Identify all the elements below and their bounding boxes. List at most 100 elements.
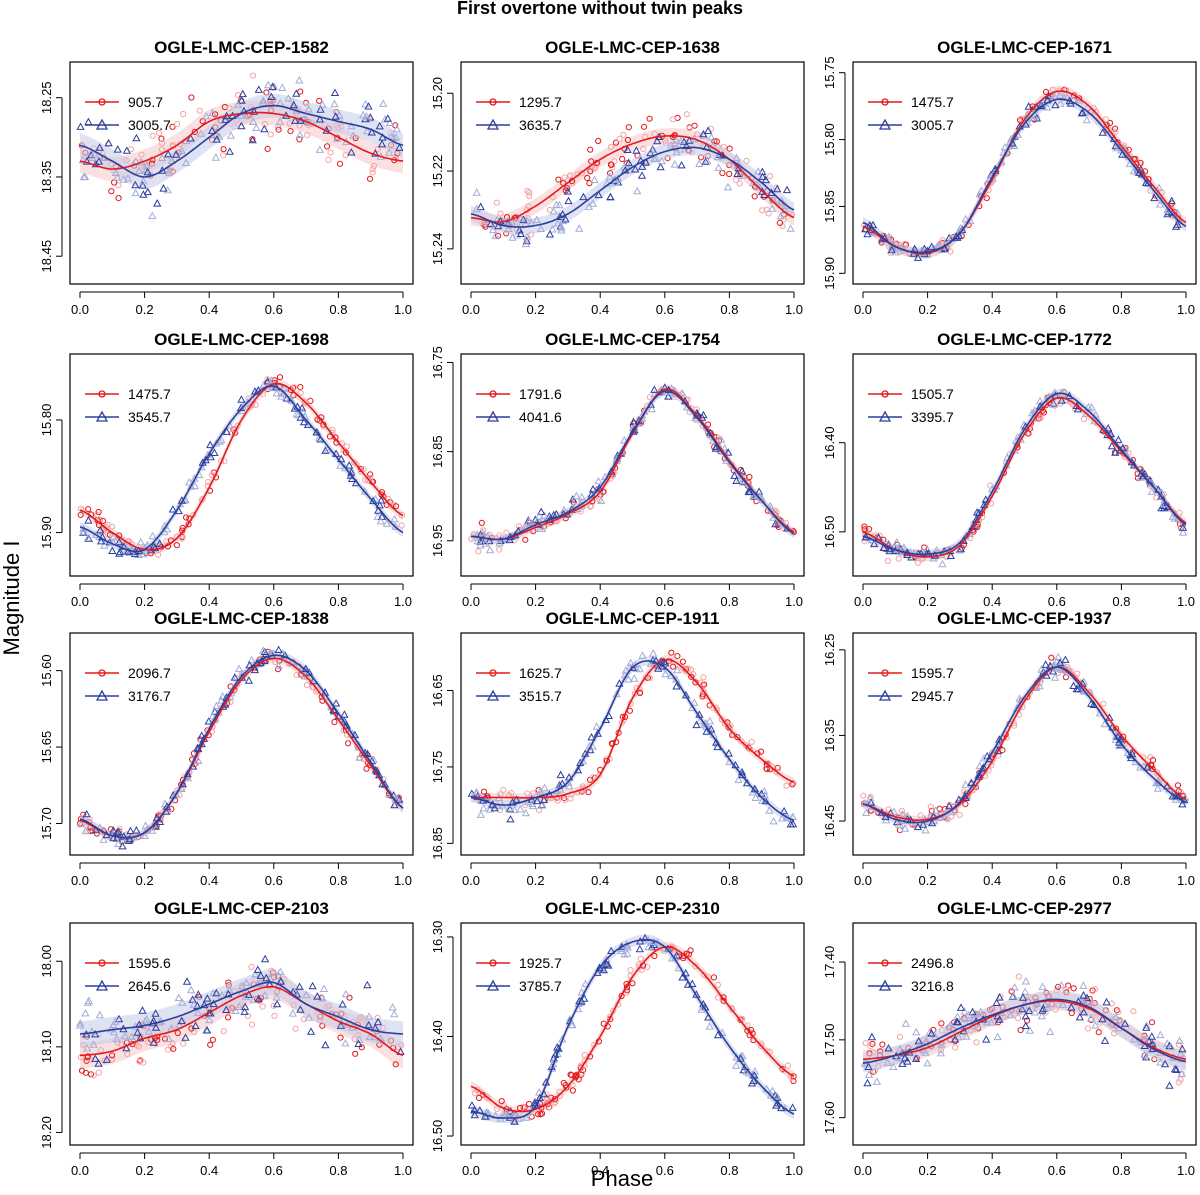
observation-point <box>967 778 976 786</box>
observation-point <box>1136 473 1145 481</box>
observation-point <box>1073 404 1083 413</box>
x-axis: 0.0 0.2 0.4 0.6 0.8 1.0 <box>462 583 803 609</box>
observation-point <box>83 1057 90 1064</box>
y-tick-label: 18.45 <box>39 240 54 273</box>
observation-point <box>605 172 614 180</box>
observation-point <box>109 1052 116 1059</box>
observation-point <box>120 1031 130 1040</box>
observation-point <box>535 511 544 520</box>
observation-point <box>247 655 256 664</box>
observation-point <box>711 444 720 452</box>
observation-point <box>295 75 304 84</box>
observation-point <box>113 173 122 181</box>
y-tick-label: 17.40 <box>822 946 837 979</box>
observation-point <box>472 188 481 196</box>
x-tick-label: 0.6 <box>265 1163 283 1178</box>
observation-point <box>108 546 117 554</box>
legend: 905.7 3005.7 <box>85 94 171 133</box>
observation-point <box>240 1007 249 1015</box>
observation-point <box>1025 1006 1034 1014</box>
panel-title: OGLE-LMC-CEP-2977 <box>937 899 1112 918</box>
x-tick-label: 0.0 <box>854 302 872 317</box>
observation-point <box>389 133 398 141</box>
observation-point <box>196 129 206 137</box>
observation-point <box>673 665 682 674</box>
observation-point <box>767 173 774 180</box>
observation-point <box>563 187 572 195</box>
observation-point <box>540 511 549 519</box>
panel-title: OGLE-LMC-CEP-1838 <box>154 609 329 628</box>
observation-point <box>342 721 351 729</box>
observation-point <box>369 755 378 764</box>
observation-point <box>923 1058 932 1067</box>
observation-point <box>584 174 591 182</box>
y-tick-label: 16.75 <box>430 346 445 379</box>
observation-point <box>973 1039 980 1046</box>
observation-point <box>253 965 262 973</box>
fit-curve-1475.7 <box>862 90 1187 255</box>
observation-point <box>512 795 521 803</box>
observation-point <box>165 1046 172 1053</box>
observation-point <box>276 374 284 381</box>
observation-point <box>147 826 157 834</box>
panel-2: OGLE-LMC-CEP-1638 0.0 0.2 0.4 0.6 0.8 1.0 15.20… <box>430 38 805 317</box>
legend-marker <box>486 118 500 130</box>
observation-point <box>351 459 358 466</box>
observation-point <box>470 1105 479 1114</box>
observation-point <box>212 111 219 118</box>
observation-point <box>140 831 149 839</box>
observation-point <box>955 545 964 554</box>
observation-point <box>248 135 257 144</box>
observation-point <box>1021 1021 1030 1030</box>
legend: 1595.7 2945.7 <box>868 665 954 704</box>
legend-marker <box>489 390 497 398</box>
observation-point <box>669 116 677 123</box>
observation-point <box>222 1005 231 1013</box>
plot-area <box>467 649 798 828</box>
x-tick-label: 0.6 <box>656 594 674 609</box>
observation-point <box>624 158 633 167</box>
observation-point <box>125 834 134 843</box>
x-axis: 0.0 0.2 0.4 0.6 0.8 1.0 <box>71 1152 412 1178</box>
observation-point <box>475 548 482 555</box>
observation-point <box>1175 1079 1182 1086</box>
panel-8: OGLE-LMC-CEP-1911 0.0 0.2 0.4 0.6 0.8 1.0 16.65… <box>430 609 805 888</box>
observation-point <box>1142 1021 1151 1029</box>
observation-point <box>126 826 135 834</box>
observation-point <box>366 175 374 182</box>
y-tick-label: 16.30 <box>430 921 445 954</box>
observation-point <box>355 753 364 761</box>
observation-point <box>537 507 546 515</box>
observation-point <box>254 994 263 1003</box>
y-tick-label: 15.22 <box>430 155 445 188</box>
observation-point <box>897 243 906 251</box>
observation-point <box>1160 1059 1170 1068</box>
x-tick-label: 0.4 <box>591 873 609 888</box>
observation-point <box>292 409 301 418</box>
observation-point <box>960 1007 969 1015</box>
observation-point <box>1046 1027 1055 1035</box>
observation-point <box>681 690 691 699</box>
observation-point <box>863 229 872 238</box>
observation-point <box>994 737 1004 746</box>
observation-point <box>644 942 653 951</box>
observation-point <box>995 993 1004 1001</box>
observation-point <box>1075 1012 1084 1021</box>
observation-point <box>864 1062 873 1070</box>
observation-point <box>471 1090 478 1097</box>
legend-label: 3216.8 <box>911 978 954 994</box>
legend-marker <box>878 410 892 422</box>
observation-point <box>1038 982 1047 990</box>
observation-point <box>783 782 790 789</box>
fit-curve-4041.6 <box>470 389 795 541</box>
observation-point <box>993 1032 1002 1041</box>
observation-point <box>370 162 378 169</box>
observation-point <box>1018 115 1025 122</box>
observation-point <box>720 444 729 452</box>
observation-point <box>256 971 265 979</box>
observation-point <box>91 1054 100 1062</box>
observation-point <box>1051 100 1060 109</box>
y-axis: 16.25 16.35 16.45 <box>822 634 846 837</box>
observation-point <box>649 649 658 657</box>
observation-point <box>925 1028 934 1036</box>
